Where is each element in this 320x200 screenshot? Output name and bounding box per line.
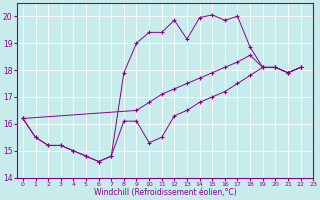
X-axis label: Windchill (Refroidissement éolien,°C): Windchill (Refroidissement éolien,°C) [93,188,236,197]
